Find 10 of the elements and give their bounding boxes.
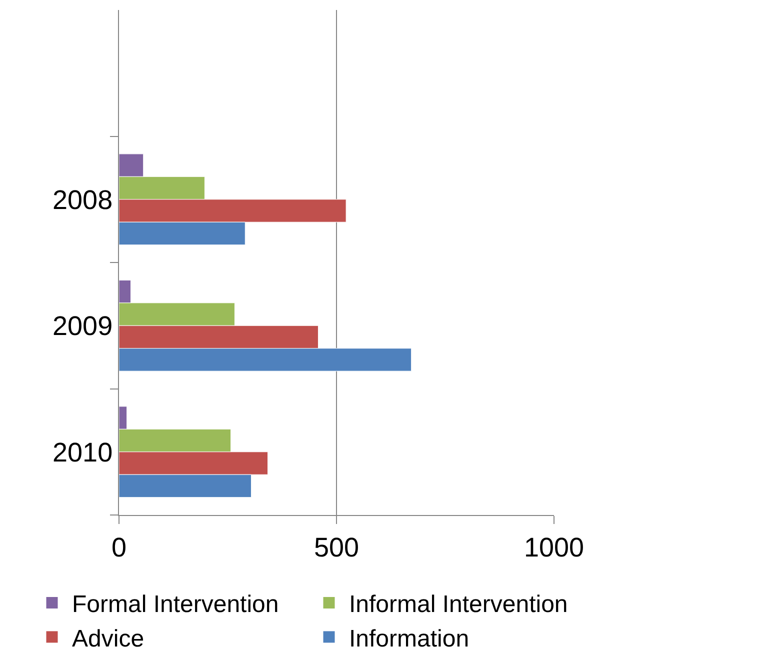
x-tick-label: 500 — [314, 532, 360, 562]
legend-label: Formal Intervention — [72, 591, 279, 618]
y-tick-label: 2010 — [52, 437, 113, 468]
legend-label: Informal Intervention — [349, 591, 568, 618]
x-tick-label: 1000 — [524, 532, 584, 562]
legend-label: Advice — [72, 625, 144, 652]
legend-label: Information — [349, 625, 470, 652]
x-tick-label: 0 — [111, 532, 127, 562]
y-tick-label: 2008 — [52, 184, 113, 215]
y-tick-label: 2009 — [52, 311, 113, 342]
